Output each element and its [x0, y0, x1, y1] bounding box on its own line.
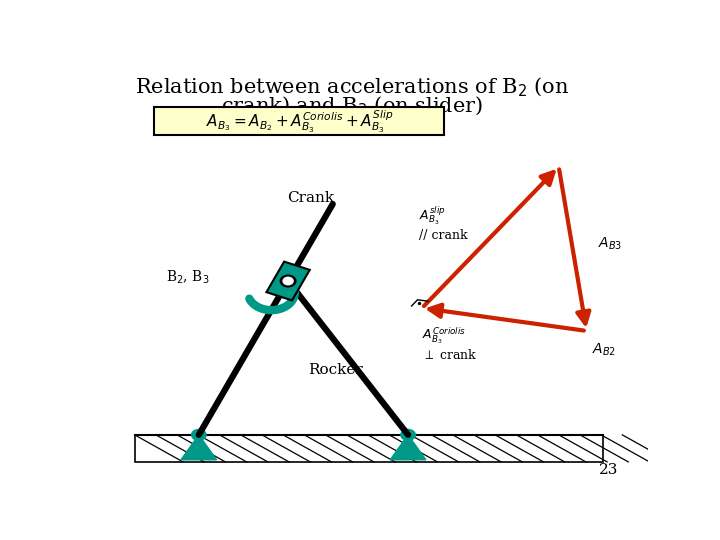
Text: Crank: Crank [287, 191, 334, 205]
Circle shape [280, 275, 296, 287]
Text: crank) and B$_3$ (on slider): crank) and B$_3$ (on slider) [221, 95, 483, 118]
Bar [135, 435, 603, 462]
Text: $A_{B_3}^{Coriolis}$
$\perp$ crank: $A_{B_3}^{Coriolis}$ $\perp$ crank [422, 325, 477, 362]
Polygon shape [390, 435, 426, 460]
Circle shape [283, 277, 293, 285]
Text: Relation between accelerations of B$_2$ (on: Relation between accelerations of B$_2$ … [135, 76, 570, 99]
Text: $A_{B_3}^{slip}$
// crank: $A_{B_3}^{slip}$ // crank [419, 205, 468, 242]
Text: $A_{B3}$: $A_{B3}$ [598, 235, 622, 252]
Bar [154, 107, 444, 136]
Text: $A_{B2}$: $A_{B2}$ [593, 341, 616, 358]
Text: B$_2$, B$_3$: B$_2$, B$_3$ [166, 268, 210, 286]
Circle shape [401, 429, 415, 440]
Polygon shape [181, 435, 217, 460]
Text: 23: 23 [599, 463, 618, 477]
Text: $A_{B_3} = A_{B_2} + A_{B_3}^{Coriolis} + A_{B_3}^{Slip}$: $A_{B_3} = A_{B_2} + A_{B_3}^{Coriolis} … [205, 108, 393, 134]
Circle shape [192, 429, 206, 440]
Polygon shape [266, 261, 310, 300]
Text: Rocker: Rocker [308, 363, 363, 377]
